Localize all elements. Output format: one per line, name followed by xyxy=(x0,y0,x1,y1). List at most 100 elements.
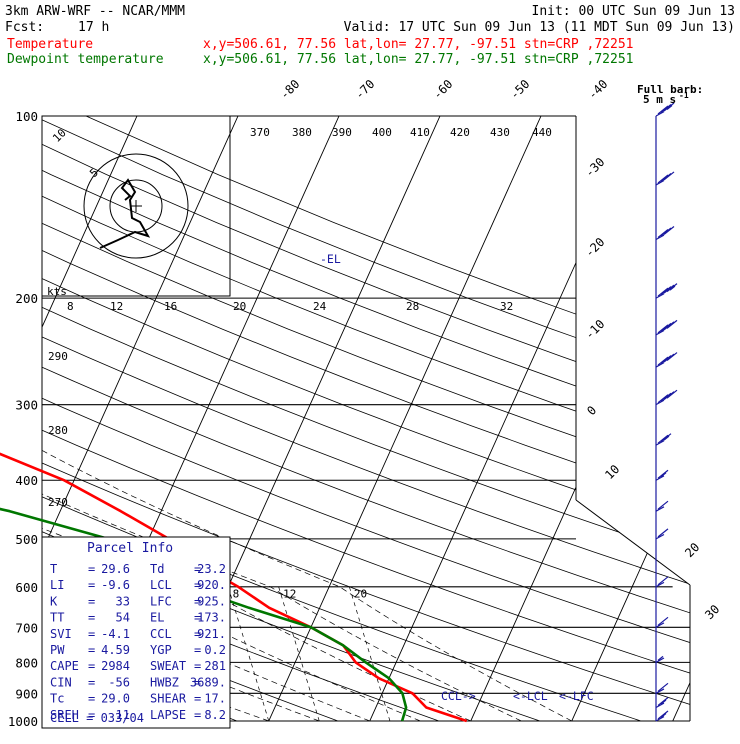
parcel-row-cell: = xyxy=(88,627,95,641)
barb-flag xyxy=(657,356,669,366)
hodo-units: kts xyxy=(47,285,67,298)
wind-barb xyxy=(655,469,669,481)
isotherm-label: 0 xyxy=(584,403,599,418)
wind-barb xyxy=(655,500,669,512)
dry-adiabat-label: 390 xyxy=(332,126,352,139)
barb-flag xyxy=(660,104,672,113)
barb-shaft xyxy=(655,475,665,481)
parcel-row-cell: 920. xyxy=(197,578,226,592)
barb-shaft xyxy=(655,506,665,512)
parcel-row-cell: = xyxy=(88,659,95,673)
barb-flag xyxy=(663,391,675,401)
legend-dewpoint-info: x,y=506.61, 77.56 lat,lon= 27.77, -97.51… xyxy=(203,52,633,67)
wind-barb xyxy=(655,697,669,709)
legend-temperature-info: x,y=506.61, 77.56 lat,lon= 27.77, -97.51… xyxy=(203,37,633,52)
hodo-speed-label: 12 xyxy=(110,300,123,313)
parcel-row-cell: = xyxy=(194,627,201,641)
dry-adiabat-label: 410 xyxy=(410,126,430,139)
dry-adiabat-label: 400 xyxy=(372,126,392,139)
wind-barb xyxy=(655,226,675,241)
wind-barb xyxy=(655,102,675,117)
barb-half xyxy=(657,655,664,661)
parcel-row-cell: PW xyxy=(50,643,65,657)
parcel-row-cell: 29.0 xyxy=(101,692,130,706)
barb-flag xyxy=(666,319,678,329)
barb-flag xyxy=(657,528,669,538)
dry-adiabat-line xyxy=(42,116,690,721)
parcel-row-cell: K xyxy=(50,594,58,608)
hodo-ring-label-10: 10 xyxy=(50,126,69,145)
parcel-row-cell: CAPE xyxy=(50,659,79,673)
parcel-row-cell: YGP xyxy=(150,643,172,657)
ccl-marker: CCL-> xyxy=(441,689,476,703)
parcel-row-cell: 4.59 xyxy=(101,643,130,657)
parcel-row-cell: Tc xyxy=(50,692,64,706)
lfc-marker: <-LFC xyxy=(559,689,594,703)
barb-flag xyxy=(657,697,669,706)
parcel-row-cell: = xyxy=(194,594,201,608)
parcel-row-cell: -4.1 xyxy=(101,627,130,641)
isotherm-label: -80 xyxy=(277,77,302,102)
parcel-row-cell: LI xyxy=(50,578,64,592)
wind-barb xyxy=(655,389,678,406)
hodo-speed-label: 24 xyxy=(313,300,327,313)
parcel-row-cell: HWBZ xyxy=(150,675,179,689)
barb-key-line1: Full barb: xyxy=(637,83,703,96)
barb-half xyxy=(660,699,667,705)
hodo-speed-label: 16 xyxy=(164,300,177,313)
parcel-row-cell: CCL xyxy=(150,627,172,641)
parcel-row-cell: -9.6 xyxy=(101,578,130,592)
valid-time: Valid: 17 UTC Sun 09 Jun 13 (11 MDT Sun … xyxy=(344,20,735,35)
right-axis-diagonal xyxy=(575,499,691,586)
legend-dewpoint-name: Dewpoint temperature xyxy=(7,52,164,67)
pressure-label: 100 xyxy=(15,109,38,124)
pressure-label: 800 xyxy=(15,655,38,670)
parcel-row-cell: -56 xyxy=(108,675,130,689)
parcel-info-title: Parcel Info xyxy=(87,541,173,556)
barb-flag xyxy=(657,576,669,586)
wind-barb xyxy=(655,710,669,722)
barb-shaft xyxy=(655,440,665,446)
dry-adiabat-line xyxy=(42,116,690,721)
moist-adiabat-line xyxy=(42,297,421,721)
parcel-row-cell: = xyxy=(194,675,201,689)
parcel-row-cell: 11 xyxy=(116,708,130,722)
parcel-row-cell: = xyxy=(194,611,201,625)
barb-shaft xyxy=(655,329,665,336)
barb-flag xyxy=(657,394,669,404)
barb-flag xyxy=(657,616,669,626)
pressure-label: 500 xyxy=(15,532,38,547)
pressure-label: 300 xyxy=(15,398,38,413)
parcel-row-cell: = xyxy=(88,611,95,625)
barb-flag xyxy=(657,174,669,184)
barb-flag xyxy=(663,284,675,294)
dry-adiabat-label: 430 xyxy=(490,126,510,139)
barb-flag xyxy=(660,286,672,296)
barb-flag xyxy=(657,324,669,334)
isotherm-label: 20 xyxy=(682,540,702,560)
parcel-row-cell: 8.2 xyxy=(204,708,226,722)
el-marker: -EL xyxy=(320,252,341,266)
dry-adiabat-line xyxy=(42,116,690,721)
parcel-row-cell: 17. xyxy=(204,692,226,706)
parcel-row-cell: T xyxy=(50,562,57,576)
barb-flag xyxy=(657,682,669,692)
legend-temperature-name: Temperature xyxy=(7,37,93,52)
isotherm-line xyxy=(565,116,690,721)
fcst-value: 17 h xyxy=(78,20,109,35)
parcel-row-cell: 54 xyxy=(116,611,130,625)
parcel-row-cell: = xyxy=(194,562,201,576)
fcst-label: Fcst: xyxy=(5,20,44,35)
parcel-row-cell: 29.6 xyxy=(101,562,130,576)
pressure-label: 600 xyxy=(15,580,38,595)
pressure-label: 700 xyxy=(15,620,38,635)
barb-shaft xyxy=(655,702,665,709)
parcel-row-cell: = xyxy=(194,692,201,706)
parcel-row-cell: LCL xyxy=(150,578,172,592)
barb-shaft xyxy=(655,622,665,628)
barb-half xyxy=(660,713,667,718)
hodo-speed-label: 32 xyxy=(500,300,513,313)
barb-flag xyxy=(657,105,669,115)
parcel-row-cell: SWEAT xyxy=(150,659,186,673)
isotherm-label: -40 xyxy=(585,77,610,102)
